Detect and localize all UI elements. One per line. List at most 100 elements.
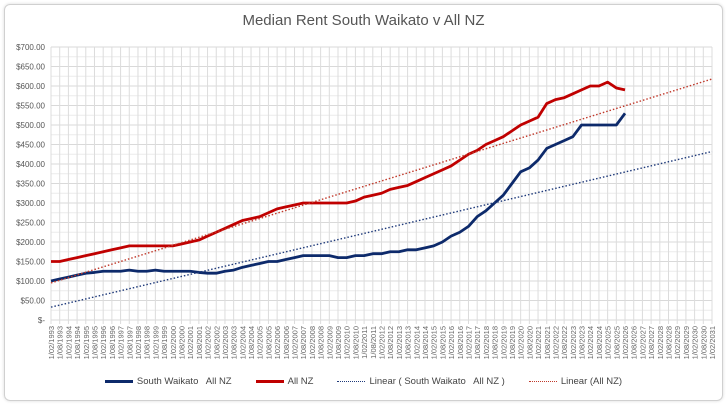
x-tick-label: 1/02/1994 [64,326,73,359]
y-tick-label: $150.00 [16,258,45,267]
x-tick-label: 1/02/1999 [151,326,160,359]
trendline-2 [50,150,713,308]
legend-item-linear-south-waikato: Linear ( South Waikato All NZ ) [337,376,505,387]
x-tick-label: 1/08/1999 [160,326,169,359]
legend-item-linear-all-nz: Linear (All NZ) [528,376,623,387]
x-tick-label: 1/02/2013 [395,326,404,359]
x-tick-label: 1/08/2008 [317,326,326,359]
series-line-0 [50,112,627,283]
x-tick-label: 1/02/2004 [238,326,247,359]
x-tick-label: 1/02/2006 [273,326,282,359]
legend-label: Linear ( South Waikato All NZ ) [369,376,505,387]
x-tick-label: 1/02/2016 [447,326,456,359]
x-tick-label: 1/02/2018 [482,326,491,359]
y-tick-label: $250.00 [16,219,45,228]
x-tick-label: 1/02/2011 [360,326,369,359]
x-tick-label: 1/08/2009 [334,326,343,359]
x-tick-label: 1/08/2004 [247,326,256,359]
y-tick-label: $450.00 [16,141,45,150]
x-tick-label: 1/02/2022 [551,326,560,359]
series-line-1 [51,80,626,263]
x-tick-label: 1/08/2003 [230,326,239,359]
legend-item-south-waikato: South Waikato All NZ [104,376,232,387]
x-tick-label: 1/02/2020 [517,326,526,359]
x-tick-label: 1/02/1998 [134,326,143,359]
y-tick-label: $50.00 [21,297,46,306]
x-tick-label: 1/08/2015 [438,326,447,359]
x-tick-label: 1/08/2014 [421,326,430,359]
legend-label: All NZ [287,376,314,387]
x-tick-label: 1/02/2003 [221,326,230,359]
x-tick-label: 1/02/2029 [673,326,682,359]
x-tick-label: 1/08/2006 [282,326,291,359]
y-tick-label: $300.00 [16,199,45,208]
x-tick-label: 1/02/2017 [464,326,473,359]
x-tick-label: 1/08/2013 [404,326,413,359]
x-tick-label: 1/02/2025 [604,326,613,359]
x-tick-label: 1/08/2005 [264,326,273,359]
x-tick-label: 1/08/2020 [525,326,534,359]
legend-swatch [337,381,366,382]
x-tick-label: 1/08/2030 [699,326,708,359]
x-tick-label: 1/08/2019 [508,326,517,359]
x-tick-label: 1/08/2000 [177,326,186,359]
legend-swatch [255,380,284,383]
x-tick-label: 1/02/2021 [534,326,543,359]
x-tick-label: 1/02/2008 [308,326,317,359]
x-tick-label: 1/08/1997 [125,326,134,359]
y-tick-label: $350.00 [16,180,45,189]
legend-label: Linear (All NZ) [560,376,623,387]
x-tick-label: 1/08/2023 [578,326,587,359]
y-tick-label: $700.00 [16,43,45,52]
x-tick-label: 1/08/2022 [560,326,569,359]
x-tick-label: 1/08/1998 [143,326,152,359]
y-tick-label: $- [38,316,45,325]
y-tick-label: $650.00 [16,63,45,72]
y-tick-label: $550.00 [16,102,45,111]
x-tick-label: 1/08/2028 [665,326,674,359]
x-tick-label: 1/02/2012 [378,326,387,359]
x-tick-label: 1/02/2000 [169,326,178,359]
x-tick-label: 1/02/2005 [256,326,265,359]
y-tick-label: $500.00 [16,121,45,130]
x-tick-label: 1/08/2011 [369,326,378,359]
y-tick-label: $100.00 [16,277,45,286]
x-tick-label: 1/02/2023 [569,326,578,359]
x-tick-label: 1/08/2002 [212,326,221,359]
x-tick-label: 1/08/2018 [491,326,500,359]
x-tick-label: 1/08/1996 [108,326,117,359]
x-tick-label: 1/08/2021 [543,326,552,359]
legend-item-all-nz: All NZ [255,376,314,387]
legend: South Waikato All NZ All NZ Linear ( Sou… [0,376,727,387]
y-tick-label: $200.00 [16,238,45,247]
x-tick-label: 1/02/2019 [499,326,508,359]
x-tick-label: 1/08/2024 [595,326,604,359]
x-tick-label: 1/02/2015 [430,326,439,359]
x-tick-label: 1/02/1996 [99,326,108,359]
x-tick-label: 1/02/2028 [656,326,665,359]
legend-label: South Waikato All NZ [136,376,232,387]
legend-swatch [104,380,133,383]
x-tick-label: 1/08/2016 [456,326,465,359]
x-tick-label: 1/08/2025 [612,326,621,359]
x-tick-label: 1/08/2029 [682,326,691,359]
x-tick-label: 1/02/2009 [325,326,334,359]
x-tick-label: 1/02/1997 [117,326,126,359]
x-tick-label: 1/02/2026 [621,326,630,359]
x-tick-label: 1/02/2030 [691,326,700,359]
x-tick-label: 1/08/1993 [56,326,65,359]
chart-frame [4,4,723,401]
x-tick-label: 1/08/2012 [386,326,395,359]
y-tick-label: $400.00 [16,160,45,169]
legend-swatch [528,381,557,382]
x-tick-label: 1/08/2027 [647,326,656,359]
x-tick-label: 1/08/2017 [473,326,482,359]
x-tick-label: 1/02/1993 [47,326,56,359]
x-tick-label: 1/02/2002 [204,326,213,359]
x-tick-label: 1/08/2026 [630,326,639,359]
x-tick-label: 1/08/1995 [90,326,99,359]
x-tick-label: 1/08/2001 [195,326,204,359]
x-tick-label: 1/02/2007 [291,326,300,359]
x-tick-label: 1/08/1994 [73,326,82,359]
